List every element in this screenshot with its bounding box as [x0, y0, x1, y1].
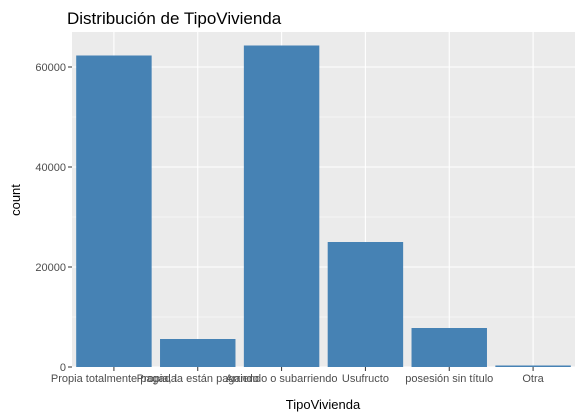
bars: [76, 45, 571, 367]
y-axis: 0 20000 40000 60000: [35, 62, 72, 374]
x-tick-label: Otra: [522, 373, 544, 385]
chart-title: Distribución de TipoVivienda: [67, 9, 282, 28]
bar: [327, 242, 404, 367]
bar: [411, 328, 487, 367]
x-axis-title: TipoVivienda: [286, 397, 361, 412]
y-tick-label: 40000: [35, 162, 66, 174]
x-tick-label: Arriendo o subarriendo: [226, 373, 338, 385]
bar: [243, 45, 320, 367]
y-axis-title: count: [8, 184, 23, 216]
bar: [76, 55, 152, 367]
y-tick-label: 60000: [35, 62, 66, 74]
x-tick-label: Propia, la están pagando: [137, 373, 259, 385]
x-tick-label: Usufructo: [342, 373, 389, 385]
bar: [160, 339, 236, 367]
plot-panel: [72, 32, 575, 367]
y-tick-label: 20000: [35, 262, 66, 274]
bar: [495, 365, 571, 367]
y-tick-label: 0: [60, 362, 66, 374]
x-tick-label: posesión sin título: [405, 373, 493, 385]
x-tick-label: Propia totalmente pagada: [51, 373, 178, 385]
